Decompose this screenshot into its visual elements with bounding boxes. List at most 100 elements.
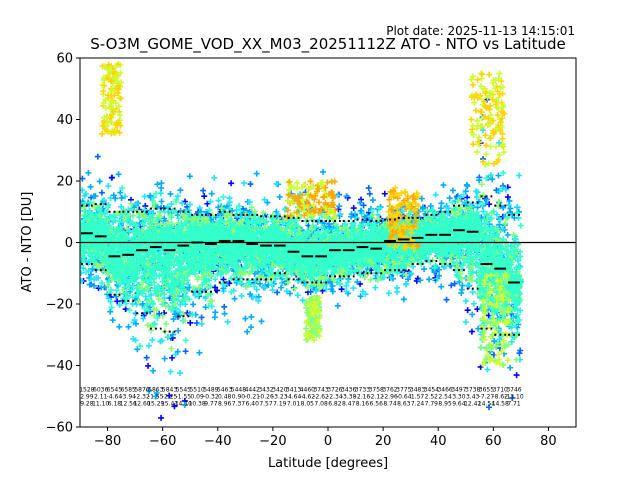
scatter-point	[163, 320, 170, 327]
scatter-point	[462, 298, 469, 305]
scatter-point	[486, 201, 493, 208]
scatter-point	[85, 169, 92, 176]
scatter-point	[132, 337, 139, 344]
scatter-point	[190, 301, 197, 308]
scatter-point	[161, 355, 168, 362]
scatter-point	[174, 193, 181, 200]
scatter-point	[168, 345, 175, 352]
scatter-point	[381, 190, 388, 197]
scatter-point	[171, 403, 178, 410]
scatter-point	[146, 387, 153, 394]
scatter-point	[157, 338, 164, 345]
scatter-point	[91, 275, 98, 282]
scatter-point	[193, 320, 200, 327]
scatter-point	[153, 390, 160, 396]
scatter-point	[516, 350, 523, 357]
scatter-point	[131, 316, 138, 323]
scatter-point	[468, 328, 475, 335]
scatter-point	[186, 173, 193, 180]
scatter-point	[459, 282, 466, 289]
scatter-point	[150, 367, 157, 374]
scatter-point	[196, 349, 203, 356]
scatter-point	[449, 187, 456, 194]
scatter-point	[94, 153, 101, 160]
scatter-point	[291, 285, 298, 292]
scatter-point	[148, 291, 155, 298]
scatter-point	[469, 289, 476, 296]
scatter-point	[247, 324, 254, 331]
scatter-point	[458, 290, 465, 297]
scatter-point	[90, 193, 97, 200]
scatter-point	[215, 197, 222, 204]
scatter-point	[320, 168, 327, 175]
scatter-point	[113, 293, 120, 300]
scatter-point	[212, 284, 219, 291]
scatter-point	[142, 293, 149, 300]
scatter-point	[290, 284, 297, 291]
scatter-point	[464, 307, 471, 314]
scatter-point	[231, 295, 238, 302]
scatter-point	[253, 170, 260, 177]
scatter-point	[150, 194, 157, 201]
scatter-point	[109, 317, 116, 324]
scatter-point	[278, 284, 285, 291]
scatter-point	[175, 327, 182, 334]
scatter-point	[276, 193, 283, 200]
scatter-point	[443, 296, 450, 303]
scatter-point	[98, 189, 105, 196]
scatter-point	[167, 368, 174, 375]
scatter-point	[89, 265, 96, 272]
scatter-point	[122, 306, 129, 313]
scatter-point	[116, 301, 123, 308]
scatter-point	[187, 201, 194, 208]
scatter-point	[134, 346, 141, 353]
scatter-point	[363, 217, 370, 224]
scatter-point	[195, 293, 202, 300]
scatter-point	[258, 318, 265, 325]
scatter-point	[116, 323, 123, 330]
scatter-point	[475, 325, 482, 332]
scatter-point	[132, 320, 139, 327]
scatter-point	[169, 331, 176, 338]
scatter-points	[80, 61, 524, 421]
scatter-point	[486, 404, 493, 411]
scatter-point	[145, 362, 152, 369]
scatter-point	[126, 307, 133, 314]
scatter-point	[177, 370, 184, 377]
scatter-point	[211, 174, 218, 181]
scatter-point	[426, 276, 433, 283]
scatter-point	[338, 286, 345, 293]
scatter-point	[130, 212, 137, 219]
scatter-point	[140, 315, 147, 322]
scatter-point	[169, 354, 176, 361]
scatter-point	[86, 281, 93, 288]
scatter-point	[240, 180, 247, 187]
scatter-point	[168, 201, 175, 208]
scatter-point	[462, 319, 469, 326]
scatter-point	[141, 193, 148, 200]
scatter-point	[164, 203, 171, 210]
scatter-point	[145, 342, 152, 349]
scatter-point	[132, 201, 139, 208]
scatter-point	[147, 192, 154, 199]
scatter-point	[107, 308, 114, 315]
scatter-point	[220, 193, 227, 200]
scatter-point	[244, 328, 251, 335]
scatter-point	[81, 192, 88, 199]
scatter-point	[125, 323, 132, 330]
scatter-point	[187, 319, 194, 326]
scatter-point	[212, 309, 219, 316]
scatter-point	[228, 180, 235, 187]
scatter-point	[182, 337, 189, 344]
scatter-point	[91, 282, 98, 289]
scatter-point	[385, 290, 392, 297]
scatter-point	[200, 187, 207, 194]
scatter-point	[118, 203, 125, 210]
scatter-point	[95, 274, 102, 281]
scatter-point	[118, 194, 125, 201]
scatter-point	[115, 171, 122, 178]
scatter-point	[372, 284, 379, 291]
scatter-point	[158, 414, 165, 421]
scatter-point	[489, 176, 496, 183]
